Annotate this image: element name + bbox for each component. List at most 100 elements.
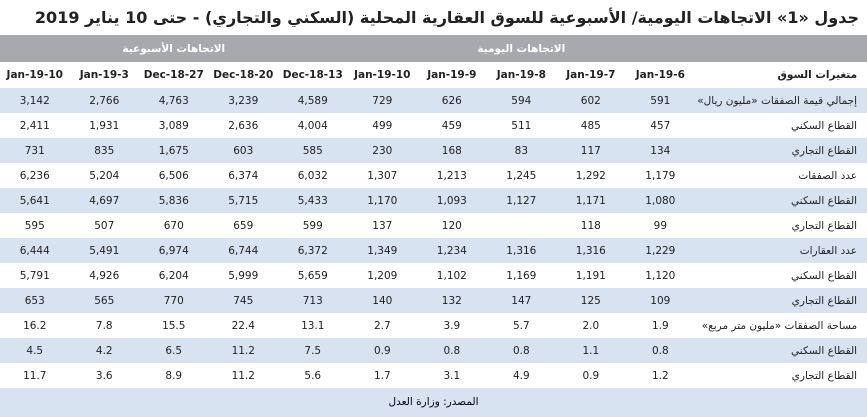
row-label: مساحة الصفقات «مليون متر مربع» (701, 319, 858, 332)
value-cell: 731 (0, 138, 70, 163)
value-cell: 6,374 (228, 169, 259, 182)
value-cell: 6,974 (139, 238, 209, 263)
row-label: القطاع التجاري (791, 369, 858, 382)
value-cell: 168 (417, 138, 487, 163)
value-cell: 1,349 (347, 238, 418, 263)
value-cell: 1,931 (89, 119, 120, 132)
value-cell: 125 (556, 288, 626, 313)
value-cell: 5,836 (139, 188, 209, 213)
value-cell: 585 (278, 138, 348, 163)
data-row: القطاع السكني 457 485 511 459 499 4,004 2,636 3,… (0, 113, 867, 138)
value-cell: 1,307 (367, 169, 398, 182)
value-cell (487, 213, 557, 238)
row-label: القطاع التجاري (791, 219, 858, 232)
value-cell: 4,589 (278, 88, 348, 113)
data-row: القطاع السكني 1,080 1,171 1,127 1,093 1,170 5,… (0, 188, 867, 213)
value-cell: 0.8 (417, 338, 487, 363)
value-cell: 6,744 (208, 238, 279, 263)
data-row: القطاع التجاري 134 117 83 168 230 585 603 1,675 8… (0, 138, 867, 163)
value-cell: 1,316 (486, 238, 557, 263)
value-cell: 591 (625, 88, 696, 113)
value-cell: 0.8 (486, 338, 557, 363)
value-cell: 5,491 (69, 238, 140, 263)
value-cell: 0.9 (582, 369, 600, 382)
column-header: 10-Jan-19 (6, 69, 63, 81)
data-row: إجمالي قيمة الصفقات «مليون ريال» 591 602 59… (0, 88, 867, 113)
value-cell: 1,234 (417, 238, 487, 263)
value-cell: 1,292 (575, 169, 606, 182)
value-cell: 2,411 (19, 119, 50, 132)
value-cell: 1,245 (506, 169, 537, 182)
value-cell: 459 (441, 119, 462, 132)
value-cell: 11.7 (23, 369, 47, 382)
value-cell: 5.6 (304, 369, 322, 382)
column-header: 3-Jan-19 (79, 69, 129, 81)
value-cell: 99 (653, 219, 668, 232)
value-cell: 2.0 (582, 319, 600, 332)
value-cell: 713 (278, 288, 348, 313)
value-cell: 6,236 (19, 169, 50, 182)
value-cell: 134 (625, 138, 696, 163)
value-cell: 626 (417, 88, 487, 113)
value-cell: 835 (69, 138, 140, 163)
value-cell: 4,763 (139, 88, 209, 113)
value-cell: 1.1 (556, 338, 626, 363)
group-row: الاتجاهات اليومية الاتجاهات الأسبوعية (0, 35, 867, 62)
value-cell: 1,170 (347, 188, 418, 213)
value-cell: 670 (163, 219, 184, 232)
data-row: القطاع التجاري 109 125 147 132 140 713 745 770 56… (0, 288, 867, 313)
value-cell: 599 (302, 219, 323, 232)
column-header: 27-Dec-18 (143, 69, 204, 81)
value-cell: 11.2 (208, 338, 279, 363)
value-cell: 109 (625, 288, 696, 313)
value-cell: 3.6 (95, 369, 113, 382)
value-cell: 6,032 (297, 169, 328, 182)
value-cell: 1.7 (373, 369, 391, 382)
column-header: 6-Jan-19 (635, 69, 685, 81)
row-label: عدد العقارات (695, 238, 867, 263)
value-cell: 2.7 (373, 319, 391, 332)
value-cell: 4,004 (297, 119, 328, 132)
value-cell: 7.8 (95, 319, 113, 332)
value-cell: 1,191 (575, 269, 606, 282)
value-cell: 5,715 (208, 188, 279, 213)
value-cell: 1.9 (651, 319, 669, 332)
value-cell: 4.2 (69, 338, 140, 363)
value-cell: 565 (69, 288, 140, 313)
row-label: القطاع السكني (695, 188, 867, 213)
value-cell: 6,506 (158, 169, 189, 182)
value-cell: 595 (24, 219, 45, 232)
data-row: القطاع التجاري 1.2 0.9 4.9 3.1 1.7 5.6 11.2 8.9 3… (0, 363, 867, 388)
value-cell: 1,093 (417, 188, 487, 213)
value-cell: 3,142 (0, 88, 70, 113)
value-cell: 117 (556, 138, 626, 163)
value-cell: 6,372 (278, 238, 348, 263)
value-cell: 603 (208, 138, 279, 163)
row-label: القطاع السكني (695, 338, 867, 363)
row-label: القطاع السكني (791, 119, 858, 132)
value-cell: 6.5 (139, 338, 209, 363)
value-cell: 4.9 (512, 369, 530, 382)
value-cell: 5.7 (512, 319, 530, 332)
data-row: القطاع السكني 1,120 1,191 1,169 1,102 1,209 5,… (0, 263, 867, 288)
value-cell: 594 (486, 88, 557, 113)
market-table: الاتجاهات اليومية الاتجاهات الأسبوعية متغي… (0, 35, 867, 388)
row-label: إجمالي قيمة الصفقات «مليون ريال» (695, 88, 867, 113)
value-cell: 1,229 (625, 238, 696, 263)
value-cell: 5,659 (297, 269, 328, 282)
value-cell: 137 (372, 219, 393, 232)
value-cell: 507 (94, 219, 115, 232)
column-header: 20-Dec-18 (213, 69, 274, 81)
value-cell: 132 (417, 288, 487, 313)
value-cell: 6,204 (158, 269, 189, 282)
value-cell: 499 (372, 119, 393, 132)
value-cell: 770 (139, 288, 209, 313)
column-header: متغيرات السوق (777, 69, 858, 81)
data-row: عدد العقارات 1,229 1,316 1,316 1,234 1,349 6,3… (0, 238, 867, 263)
data-row: القطاع التجاري 99 118 120 137 599 659 670 507 595 (0, 213, 867, 238)
value-cell: 5,204 (89, 169, 120, 182)
value-cell: 511 (511, 119, 532, 132)
row-label: عدد الصفقات (798, 169, 858, 182)
value-cell: 653 (0, 288, 70, 313)
